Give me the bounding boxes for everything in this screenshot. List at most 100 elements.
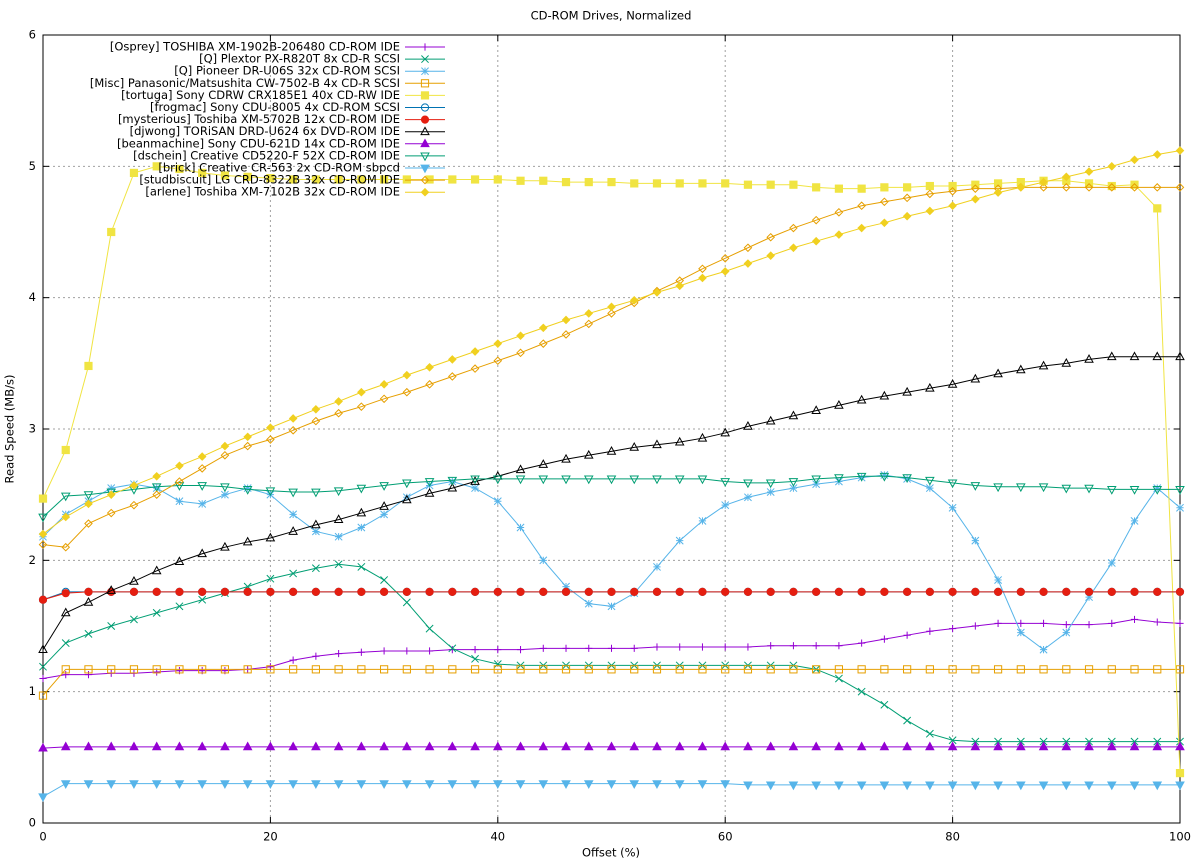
marker (561, 665, 571, 674)
marker (516, 176, 525, 185)
marker (83, 780, 94, 789)
marker (242, 536, 253, 546)
marker (311, 564, 320, 573)
marker (424, 780, 435, 789)
marker (84, 629, 93, 638)
marker (630, 665, 639, 674)
marker (83, 741, 94, 751)
marker (175, 461, 184, 471)
marker (448, 665, 457, 674)
marker (834, 400, 844, 409)
marker (606, 780, 617, 789)
marker (289, 587, 298, 596)
marker (788, 410, 799, 420)
marker (402, 479, 412, 489)
y-tick-label: 4 (29, 290, 36, 304)
marker (948, 181, 957, 191)
legend-label: [dschein] Creative CD5220-F 52X CD-ROM I… (133, 148, 400, 162)
marker (289, 665, 298, 674)
marker (721, 179, 730, 188)
marker (447, 741, 458, 751)
marker (129, 500, 139, 510)
marker (493, 175, 502, 184)
marker (629, 780, 640, 789)
marker (1130, 180, 1139, 189)
marker (629, 295, 639, 305)
marker (197, 464, 207, 473)
marker (265, 780, 276, 789)
marker (993, 665, 1003, 674)
marker (880, 218, 889, 228)
marker (333, 514, 344, 523)
marker (106, 741, 117, 751)
marker (1062, 587, 1071, 596)
marker (538, 339, 548, 348)
legend-marker (420, 103, 430, 112)
marker (1039, 587, 1048, 596)
legend-marker (420, 126, 430, 136)
marker (993, 179, 1003, 188)
marker (1016, 741, 1026, 751)
marker (812, 183, 821, 192)
marker (60, 780, 71, 789)
marker (493, 356, 503, 366)
marker (857, 201, 866, 211)
marker (675, 536, 684, 545)
marker (858, 639, 866, 647)
marker (129, 741, 139, 751)
marker (561, 475, 571, 485)
marker (766, 587, 775, 596)
marker (425, 380, 434, 389)
marker (766, 232, 775, 242)
marker (357, 175, 366, 184)
marker (743, 180, 753, 189)
marker (744, 643, 752, 651)
marker (675, 281, 685, 291)
marker (1038, 741, 1049, 751)
marker (925, 729, 934, 738)
marker (676, 643, 684, 651)
marker (402, 741, 412, 751)
marker (538, 323, 548, 333)
series-line (42, 475, 1180, 518)
marker (515, 741, 526, 751)
marker (379, 380, 389, 389)
marker (766, 488, 775, 496)
marker (721, 643, 729, 651)
marker (947, 741, 958, 751)
marker (538, 459, 549, 468)
marker (606, 475, 617, 485)
marker (516, 665, 525, 674)
marker (289, 510, 298, 519)
marker (357, 587, 366, 596)
marker (561, 330, 571, 339)
marker (811, 475, 821, 485)
y-tick-label: 3 (29, 422, 36, 436)
marker (84, 361, 93, 371)
marker (197, 482, 207, 491)
legend-marker (420, 175, 430, 185)
marker (971, 194, 980, 204)
marker (583, 475, 594, 485)
marker (539, 556, 548, 565)
marker (697, 475, 708, 485)
marker (743, 479, 753, 489)
marker (765, 741, 776, 751)
marker (698, 264, 707, 274)
marker (402, 665, 411, 674)
marker (84, 665, 93, 674)
marker (493, 497, 502, 506)
marker (812, 665, 821, 674)
marker (380, 576, 389, 584)
marker (562, 644, 570, 652)
marker (243, 441, 252, 451)
marker (789, 243, 798, 253)
marker (220, 441, 230, 451)
marker (152, 587, 161, 596)
marker (834, 741, 844, 751)
marker (584, 599, 593, 608)
marker (765, 415, 776, 425)
marker (902, 474, 912, 483)
marker (561, 177, 571, 187)
